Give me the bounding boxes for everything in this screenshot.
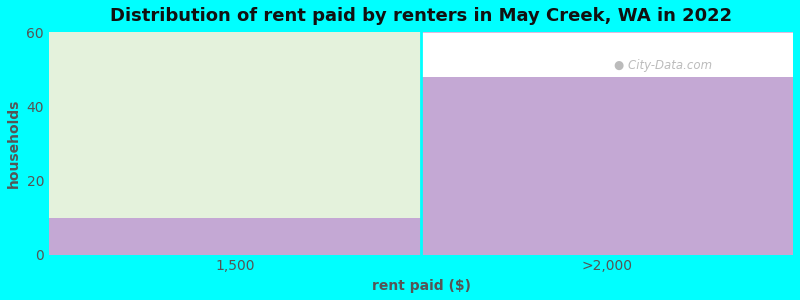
- Y-axis label: households: households: [7, 99, 21, 188]
- X-axis label: rent paid ($): rent paid ($): [371, 279, 470, 293]
- Text: ● City-Data.com: ● City-Data.com: [614, 59, 713, 72]
- Title: Distribution of rent paid by renters in May Creek, WA in 2022: Distribution of rent paid by renters in …: [110, 7, 732, 25]
